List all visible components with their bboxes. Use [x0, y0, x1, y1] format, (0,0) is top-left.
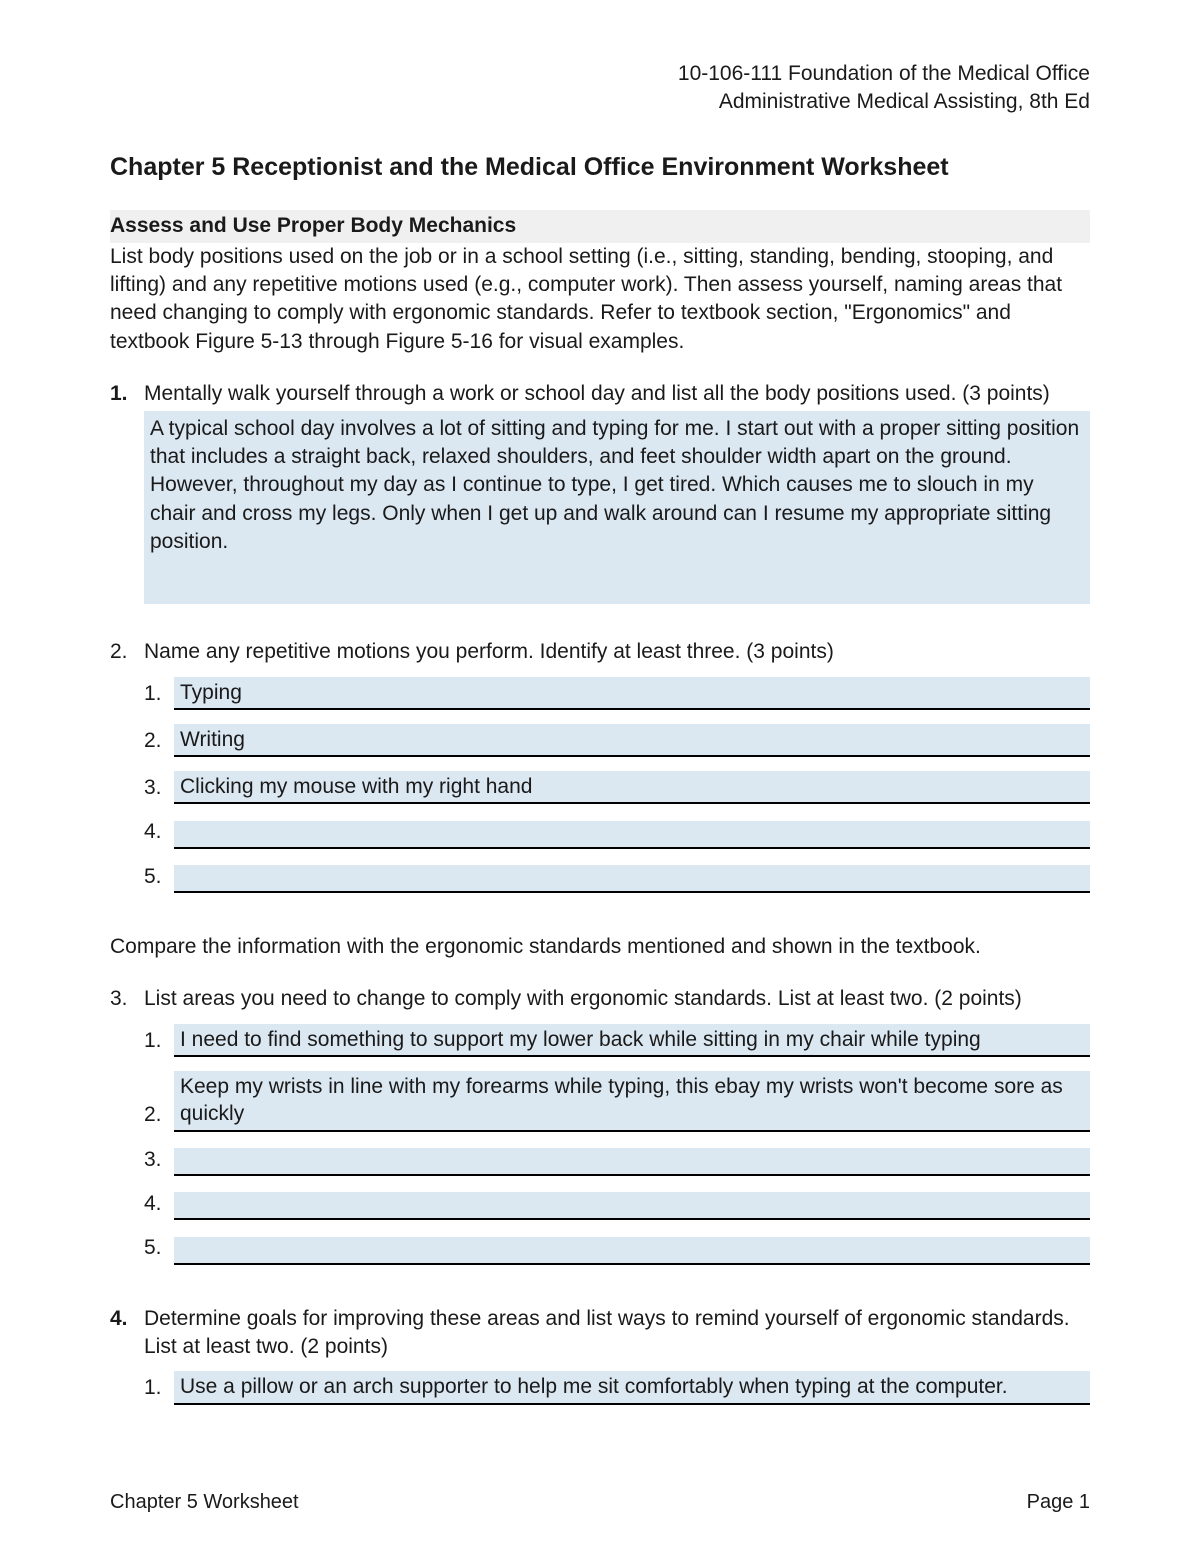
question-body: Determine goals for improving these area… [144, 1305, 1090, 1419]
question-prompt: Name any repetitive motions you perform.… [144, 638, 1090, 666]
answer-field[interactable]: Clicking my mouse with my right hand [174, 771, 1090, 804]
list-item: 2. Writing [144, 724, 1090, 757]
question-number: 2. [110, 638, 144, 907]
question-number: 3. [110, 985, 144, 1278]
answer-field[interactable]: Writing [174, 724, 1090, 757]
chapter-title: Chapter 5 Receptionist and the Medical O… [110, 151, 1090, 185]
question-number: 4. [110, 1305, 144, 1419]
footer-right: Page 1 [1027, 1489, 1090, 1516]
list-number: 3. [144, 774, 174, 804]
question-1: 1. Mentally walk yourself through a work… [110, 380, 1090, 604]
list-item: 1. I need to find something to support m… [144, 1024, 1090, 1057]
spacer [110, 1285, 1090, 1305]
answer-field[interactable] [174, 821, 1090, 849]
list-item: 5. [144, 1234, 1090, 1264]
question-number: 1. [110, 380, 144, 604]
list-number: 3. [144, 1146, 174, 1176]
list-number: 5. [144, 863, 174, 893]
question-prompt: Mentally walk yourself through a work or… [144, 380, 1090, 408]
list-item: 5. [144, 863, 1090, 893]
intro-paragraph: List body positions used on the job or i… [110, 243, 1090, 356]
answer-field[interactable]: Use a pillow or an arch supporter to hel… [174, 1371, 1090, 1404]
list-number: 2. [144, 727, 174, 757]
answer-field[interactable] [174, 1148, 1090, 1176]
list-item: 2. Keep my wrists in line with my forear… [144, 1071, 1090, 1132]
list-number: 4. [144, 818, 174, 848]
answer-list: 1. Typing 2. Writing 3. Clicking my mous… [144, 677, 1090, 894]
list-number: 1. [144, 1027, 174, 1057]
question-body: Mentally walk yourself through a work or… [144, 380, 1090, 604]
answer-field[interactable]: Keep my wrists in line with my forearms … [174, 1071, 1090, 1132]
list-item: 3. Clicking my mouse with my right hand [144, 771, 1090, 804]
question-body: List areas you need to change to comply … [144, 985, 1090, 1278]
list-item: 4. [144, 1190, 1090, 1220]
list-number: 1. [144, 1374, 174, 1404]
question-prompt: Determine goals for improving these area… [144, 1305, 1090, 1362]
course-code-line: 10-106-111 Foundation of the Medical Off… [110, 60, 1090, 88]
list-item: 1. Typing [144, 677, 1090, 710]
section-heading: Assess and Use Proper Body Mechanics [110, 210, 1090, 242]
answer-field[interactable] [174, 1237, 1090, 1265]
list-item: 3. [144, 1146, 1090, 1176]
answer-field[interactable]: Typing [174, 677, 1090, 710]
list-number: 4. [144, 1190, 174, 1220]
answer-field[interactable] [174, 865, 1090, 893]
course-book-line: Administrative Medical Assisting, 8th Ed [110, 88, 1090, 116]
answer-list: 1. Use a pillow or an arch supporter to … [144, 1371, 1090, 1404]
footer-left: Chapter 5 Worksheet [110, 1489, 299, 1516]
answer-field[interactable] [174, 1192, 1090, 1220]
question-3: 3. List areas you need to change to comp… [110, 985, 1090, 1278]
list-number: 2. [144, 1101, 174, 1131]
page-footer: Chapter 5 Worksheet Page 1 [110, 1489, 1090, 1516]
list-item: 1. Use a pillow or an arch supporter to … [144, 1371, 1090, 1404]
list-item: 4. [144, 818, 1090, 848]
question-2: 2. Name any repetitive motions you perfo… [110, 638, 1090, 907]
answer-textarea[interactable]: A typical school day involves a lot of s… [144, 411, 1090, 605]
question-body: Name any repetitive motions you perform.… [144, 638, 1090, 907]
answer-list: 1. I need to find something to support m… [144, 1024, 1090, 1265]
question-4: 4. Determine goals for improving these a… [110, 1305, 1090, 1419]
answer-field[interactable]: I need to find something to support my l… [174, 1024, 1090, 1057]
list-number: 5. [144, 1234, 174, 1264]
transition-paragraph: Compare the information with the ergonom… [110, 933, 1090, 961]
list-number: 1. [144, 680, 174, 710]
question-prompt: List areas you need to change to comply … [144, 985, 1090, 1013]
course-header: 10-106-111 Foundation of the Medical Off… [110, 60, 1090, 117]
